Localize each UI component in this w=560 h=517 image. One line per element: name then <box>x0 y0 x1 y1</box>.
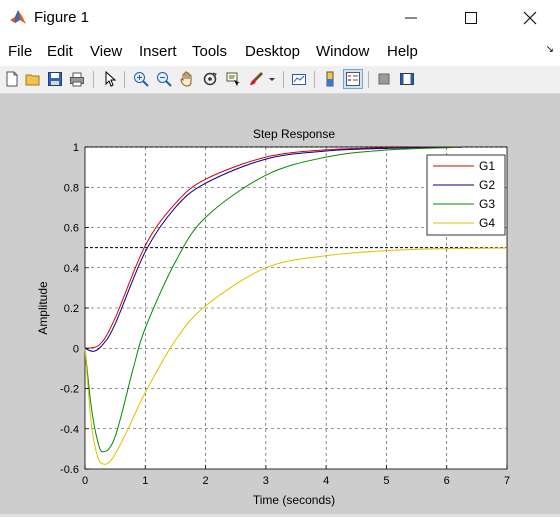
brush-dropdown-button[interactable] <box>266 69 278 89</box>
data-cursor-button[interactable] <box>223 69 243 89</box>
minimize-button[interactable] <box>388 0 434 36</box>
zoom-out-button[interactable] <box>154 69 174 89</box>
edit-plot-button[interactable] <box>100 69 120 89</box>
toolbar-separator <box>314 71 315 88</box>
figure-toolbar <box>0 66 560 94</box>
minimize-icon <box>405 17 417 19</box>
open-file-button[interactable] <box>23 69 43 89</box>
close-button[interactable] <box>507 0 553 36</box>
matlab-logo-icon <box>9 8 27 26</box>
menu-bar: File Edit View Insert Tools Desktop Wind… <box>0 36 560 66</box>
new-figure-button[interactable] <box>2 69 22 89</box>
zoom-out-icon <box>157 72 172 87</box>
window-bottom-edge <box>0 514 560 517</box>
maximize-icon <box>465 12 477 24</box>
zoom-in-button[interactable] <box>131 69 151 89</box>
title-bar: Figure 1 <box>0 0 560 36</box>
menu-edit[interactable]: Edit <box>47 43 73 60</box>
insert-legend-button[interactable] <box>343 69 363 89</box>
save-figure-button[interactable] <box>45 69 65 89</box>
toolbar-separator <box>283 71 284 88</box>
link-plot-icon <box>292 74 306 85</box>
pan-button[interactable] <box>177 69 197 89</box>
figure-canvas <box>0 94 560 517</box>
show-plot-tools-button[interactable] <box>397 69 417 89</box>
folder-icon <box>25 74 40 86</box>
show-plot-tools-icon <box>400 73 414 85</box>
toolbar-separator <box>124 71 125 88</box>
dropdown-arrow-icon <box>269 78 275 81</box>
window-title: Figure 1 <box>34 9 90 26</box>
menu-tools[interactable]: Tools <box>192 43 228 60</box>
rotate-3d-button[interactable] <box>200 69 220 89</box>
link-plot-button[interactable] <box>289 69 309 89</box>
menu-view[interactable]: View <box>90 43 123 60</box>
toolbar-separator <box>93 71 94 88</box>
colorbar-icon <box>326 71 334 87</box>
printer-icon <box>70 72 84 87</box>
menu-window[interactable]: Window <box>316 43 370 60</box>
dock-arrow-icon[interactable]: ↘ <box>545 44 554 55</box>
legend-icon <box>346 72 360 86</box>
print-figure-button[interactable] <box>67 69 87 89</box>
brush-icon <box>250 72 263 85</box>
hide-plot-tools-button[interactable] <box>374 69 394 89</box>
data-cursor-icon <box>226 72 240 86</box>
zoom-in-icon <box>134 72 149 87</box>
menu-insert[interactable]: Insert <box>139 43 177 60</box>
pan-hand-icon <box>180 71 192 87</box>
arrow-cursor-icon <box>105 71 117 87</box>
insert-colorbar-button[interactable] <box>320 69 340 89</box>
menu-desktop[interactable]: Desktop <box>245 43 301 60</box>
new-file-icon <box>6 71 18 87</box>
maximize-button[interactable] <box>448 0 494 36</box>
rotate-3d-icon <box>203 72 217 86</box>
hide-plot-tools-icon <box>378 73 390 85</box>
menu-file[interactable]: File <box>8 43 33 60</box>
menu-help[interactable]: Help <box>387 43 418 60</box>
brush-button[interactable] <box>246 69 266 89</box>
toolbar-separator <box>368 71 369 88</box>
close-icon <box>523 11 537 25</box>
save-icon <box>48 72 62 86</box>
